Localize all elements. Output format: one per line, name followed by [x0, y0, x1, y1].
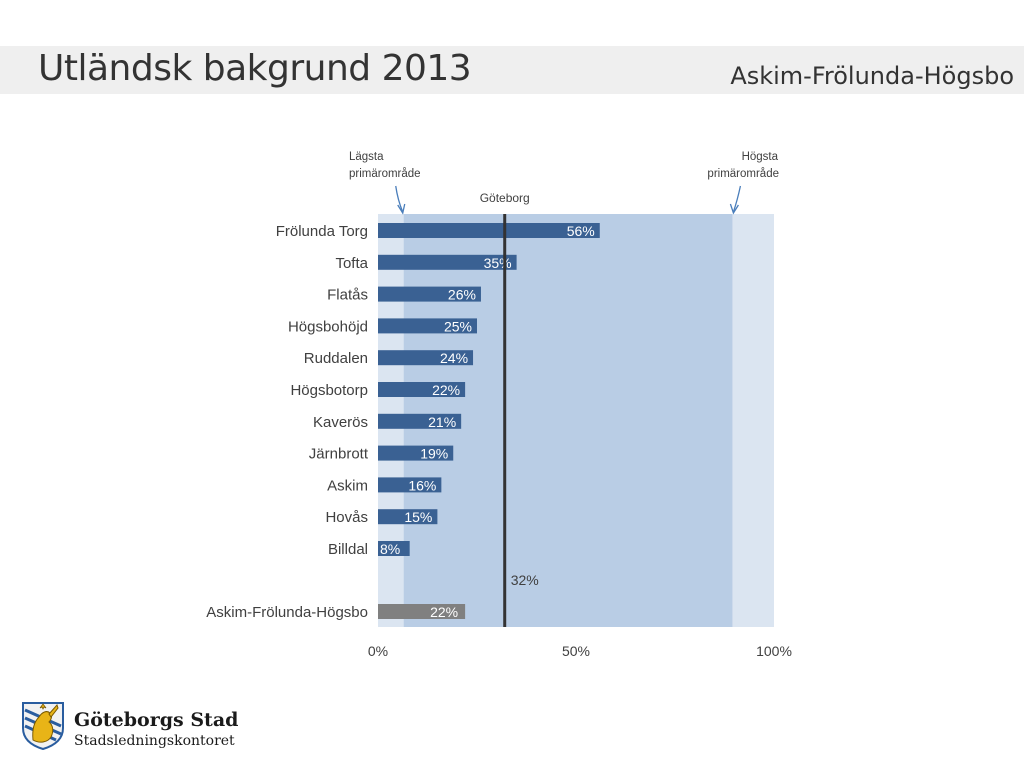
bar-value-label: 24% [440, 350, 468, 366]
page-title: Utländsk bakgrund 2013 [38, 48, 472, 89]
x-tick-label-2: 100% [756, 643, 792, 659]
annotation-lowest-arrow [395, 185, 404, 213]
category-label: Högsbotorp [290, 382, 368, 399]
org-name: Göteborgs Stad [74, 709, 239, 731]
category-label: Högsbohöjd [288, 318, 368, 335]
goteborg-lion-shield-icon [22, 702, 64, 750]
bar-value-label: 8% [380, 541, 400, 557]
category-label: Hovås [325, 509, 368, 526]
bar-10 [378, 541, 410, 556]
annotation-highest-line1: Högsta [742, 151, 779, 163]
category-label: Tofta [335, 255, 368, 272]
category-label: Flatås [327, 287, 368, 304]
annotation-lowest-arrowhead [397, 203, 406, 215]
bar-9 [378, 509, 438, 525]
bar-value-label: 22% [432, 382, 460, 398]
bar-value-label: 16% [408, 477, 436, 493]
bar-value-label: 25% [444, 318, 472, 334]
org-subname: Stadsledningskontoret [74, 733, 235, 749]
title-bar [0, 46, 1024, 94]
bar-value-label: 26% [448, 287, 476, 303]
bar-6 [378, 413, 462, 429]
total-bar [378, 604, 466, 619]
bar-4 [378, 350, 474, 366]
bar-0 [378, 223, 600, 238]
annotation-lowest-line2: primärområde [349, 168, 421, 180]
annotation-highest-arrowhead [729, 203, 739, 215]
bar-value-label: 56% [567, 223, 595, 239]
bar-1 [378, 254, 517, 270]
page-subtitle: Askim-Frölunda-Högsbo [730, 62, 1014, 90]
total-category-label: Askim-Frölunda-Högsbo [206, 604, 368, 621]
bar-value-label: 19% [420, 446, 448, 462]
annotation-highest-line2: primärområde [707, 168, 779, 180]
reference-line-name: Göteborg [480, 191, 530, 205]
x-tick-label-0: 0% [368, 643, 388, 659]
category-label: Kaverös [313, 414, 368, 431]
bar-chart: Frölunda Torg 56% Tofta 35% Flatås 26% Högsboh… [206, 151, 792, 659]
bar-value-label: 15% [404, 509, 432, 525]
category-label: Ruddalen [304, 350, 368, 367]
bar-value-label: 21% [428, 414, 456, 430]
reference-line-value: 32% [511, 572, 539, 588]
annotation-highest-arrow [732, 185, 742, 213]
bar-2 [378, 286, 481, 302]
category-label: Järnbrott [309, 446, 369, 463]
annotation-lowest-line1: Lägsta [349, 151, 384, 163]
x-tick-label-1: 50% [562, 643, 590, 659]
category-label: Askim [327, 477, 368, 494]
category-label: Billdal [328, 541, 368, 558]
category-label: Frölunda Torg [276, 223, 368, 240]
bar-7 [378, 445, 454, 461]
total-value-label: 22% [430, 604, 458, 620]
bar-8 [378, 477, 442, 493]
bar-5 [378, 382, 466, 397]
bar-value-label: 35% [484, 255, 512, 271]
bar-3 [378, 318, 477, 334]
